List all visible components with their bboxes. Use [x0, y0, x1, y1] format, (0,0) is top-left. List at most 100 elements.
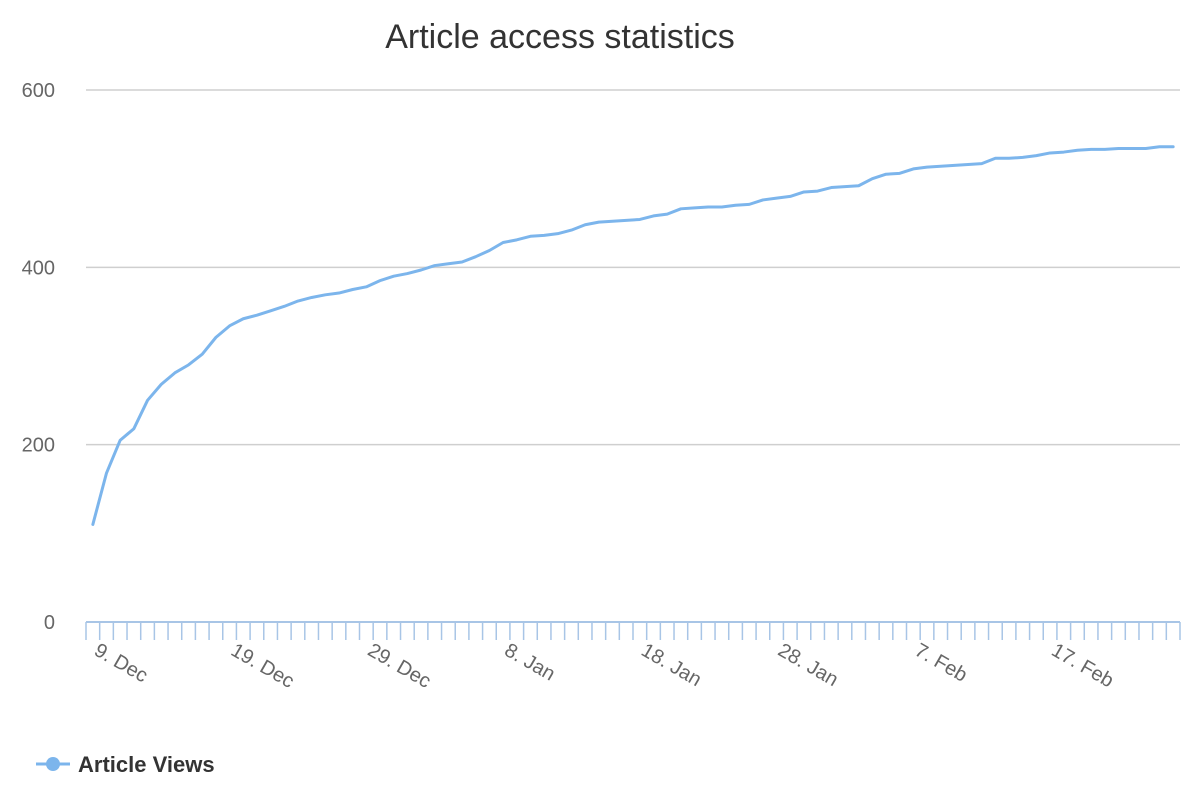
y-tick-label: 600 [22, 80, 55, 102]
data-point[interactable] [103, 469, 111, 477]
y-tick-label: 0 [44, 612, 55, 634]
chart-title: Article access statistics [385, 18, 735, 56]
data-point[interactable] [212, 333, 220, 341]
data-point[interactable] [1169, 143, 1177, 151]
data-point[interactable] [198, 350, 206, 358]
data-point[interactable] [554, 230, 562, 238]
data-point[interactable] [650, 212, 658, 220]
legend-marker-symbol [46, 757, 60, 771]
data-point[interactable] [116, 436, 124, 444]
data-point[interactable] [704, 203, 712, 211]
data-point[interactable] [526, 232, 534, 240]
data-point[interactable] [1019, 153, 1027, 161]
data-point[interactable] [950, 161, 958, 169]
data-point[interactable] [458, 258, 466, 266]
data-point[interactable] [882, 170, 890, 178]
y-tick-label: 400 [22, 257, 55, 279]
data-point[interactable] [814, 187, 822, 195]
data-point[interactable] [1060, 148, 1068, 156]
x-tick-label: 28. Jan [774, 639, 842, 691]
data-point[interactable] [362, 283, 370, 291]
data-point[interactable] [677, 205, 685, 213]
data-point[interactable] [390, 272, 398, 280]
data-point[interactable] [403, 270, 411, 278]
data-point[interactable] [937, 162, 945, 170]
data-point[interactable] [185, 361, 193, 369]
data-point[interactable] [1155, 143, 1163, 151]
data-point[interactable] [909, 165, 917, 173]
legend[interactable]: Article Views [36, 752, 215, 777]
legend-label-article-views[interactable]: Article Views [78, 752, 215, 777]
data-point[interactable] [608, 217, 616, 225]
data-point[interactable] [444, 260, 452, 268]
data-point[interactable] [540, 231, 548, 239]
data-point[interactable] [868, 175, 876, 183]
data-point[interactable] [991, 154, 999, 162]
data-point[interactable] [896, 169, 904, 177]
data-point[interactable] [89, 520, 97, 528]
data-point[interactable] [1005, 154, 1013, 162]
data-point[interactable] [691, 204, 699, 212]
x-tick-label: 9. Dec [90, 639, 151, 687]
data-point[interactable] [1128, 145, 1136, 153]
x-tick-label: 29. Dec [364, 639, 435, 693]
x-tick-label: 7. Feb [911, 639, 971, 686]
grid-lines [86, 89, 1180, 446]
series-line-article-views[interactable] [91, 145, 1175, 526]
data-point[interactable] [349, 286, 357, 294]
data-point[interactable] [130, 425, 138, 433]
data-point[interactable] [827, 184, 835, 192]
x-tick-label: 17. Feb [1048, 639, 1118, 692]
data-point[interactable] [636, 215, 644, 223]
data-point[interactable] [485, 246, 493, 254]
data-point[interactable] [855, 182, 863, 190]
data-point[interactable] [321, 291, 329, 299]
data-point[interactable] [800, 188, 808, 196]
data-point[interactable] [1032, 152, 1040, 160]
data-point[interactable] [308, 293, 316, 301]
data-point[interactable] [773, 194, 781, 202]
data-point[interactable] [732, 201, 740, 209]
x-axis-ticks: 9. Dec 19. Dec 29. Dec 8. Jan 18. Jan 28. Jan… [90, 639, 1117, 693]
data-point[interactable] [595, 218, 603, 226]
data-point[interactable] [472, 253, 480, 261]
data-point[interactable] [841, 183, 849, 191]
data-point[interactable] [431, 262, 439, 270]
data-point[interactable] [171, 369, 179, 377]
data-point[interactable] [923, 163, 931, 171]
data-point[interactable] [513, 236, 521, 244]
data-point[interactable] [745, 200, 753, 208]
data-point[interactable] [253, 311, 261, 319]
data-point[interactable] [376, 277, 384, 285]
data-point[interactable] [144, 396, 152, 404]
data-point[interactable] [499, 239, 507, 247]
data-point[interactable] [786, 192, 794, 200]
data-point[interactable] [417, 266, 425, 274]
data-point[interactable] [759, 196, 767, 204]
data-point[interactable] [1114, 145, 1122, 153]
y-tick-label: 200 [22, 435, 55, 457]
data-point[interactable] [280, 302, 288, 310]
x-tick-label: 19. Dec [227, 639, 298, 693]
data-point[interactable] [567, 226, 575, 234]
data-point[interactable] [267, 307, 275, 315]
data-point[interactable] [1046, 149, 1054, 157]
data-point[interactable] [1142, 145, 1150, 153]
data-point[interactable] [226, 322, 234, 330]
data-point[interactable] [335, 289, 343, 297]
data-point[interactable] [718, 203, 726, 211]
data-point[interactable] [239, 315, 247, 323]
data-point[interactable] [1101, 145, 1109, 153]
y-axis-ticks: 0 200 400 600 [22, 80, 55, 634]
data-point[interactable] [1087, 145, 1095, 153]
data-point[interactable] [622, 216, 630, 224]
data-point[interactable] [978, 160, 986, 168]
data-point[interactable] [964, 160, 972, 168]
data-point[interactable] [1073, 146, 1081, 154]
data-point[interactable] [157, 380, 165, 388]
data-point[interactable] [581, 221, 589, 229]
data-point[interactable] [294, 297, 302, 305]
x-tick-label: 8. Jan [501, 639, 559, 685]
data-point[interactable] [663, 210, 671, 218]
